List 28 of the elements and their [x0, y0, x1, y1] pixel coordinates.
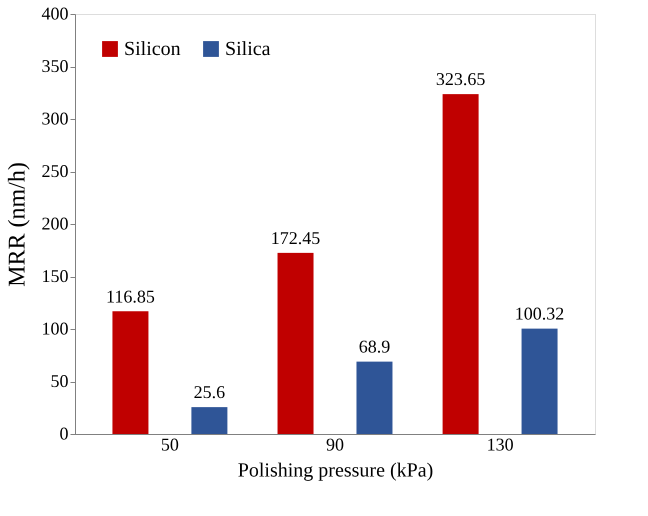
- data-label: 172.45: [270, 228, 320, 248]
- y-axis-title: MRR (nm/h): [4, 162, 30, 287]
- bar: [442, 94, 479, 434]
- legend-label: Silica: [225, 38, 271, 60]
- y-tick-label: 150: [42, 266, 68, 286]
- data-label: 68.9: [358, 336, 390, 357]
- y-tick-label: 250: [42, 161, 68, 181]
- bar: [356, 362, 392, 434]
- data-label: 323.65: [436, 69, 486, 90]
- bar: [522, 328, 558, 434]
- bar: [112, 311, 148, 434]
- x-tick-label: 50: [160, 434, 179, 454]
- data-label: 116.85: [106, 286, 155, 306]
- legend-label: Silicon: [124, 38, 181, 60]
- y-tick-label: 200: [42, 214, 68, 234]
- y-tick-label: 100: [42, 318, 68, 338]
- x-tick-label: 90: [326, 434, 344, 454]
- y-tick-label: 400: [42, 4, 68, 24]
- y-tick-label: 300: [42, 108, 68, 128]
- data-label: 25.6: [194, 382, 226, 402]
- y-tick-label: 50: [50, 371, 68, 391]
- y-tick-label: 0: [60, 424, 68, 444]
- y-tick-label: 350: [42, 56, 68, 76]
- x-tick-label: 130: [486, 434, 514, 454]
- bar: [278, 252, 314, 434]
- data-label: 100.32: [514, 304, 564, 324]
- bar: [191, 407, 228, 434]
- x-axis-title: Polishing pressure (kPa): [238, 460, 434, 482]
